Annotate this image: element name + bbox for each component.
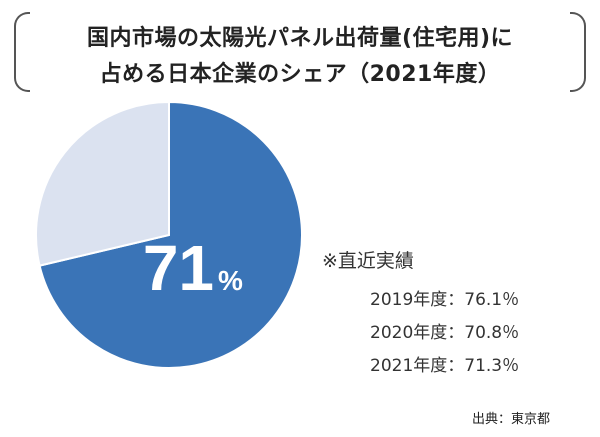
title-bracket-left — [14, 12, 30, 92]
pie-center-value: 71 — [143, 232, 214, 304]
note-heading: ※直近実績 — [322, 250, 414, 272]
title-line-2: 占める日本企業のシェア（2021年度） — [99, 62, 501, 87]
chart-title: 国内市場の太陽光パネル出荷量(住宅用)に 占める日本企業のシェア（2021年度） — [14, 8, 586, 92]
title-line-1: 国内市場の太陽光パネル出荷量(住宅用)に — [86, 26, 514, 51]
source-credit: 出典：東京都 — [472, 412, 551, 427]
note-row-2020: 2020年度：70.8％ — [370, 323, 520, 343]
pie-slice-0 — [38, 100, 303, 369]
pie-slices — [35, 100, 303, 369]
pie-center-unit: % — [218, 265, 243, 296]
note-row-2021: 2021年度：71.3％ — [370, 356, 520, 376]
pie-slice-1 — [35, 100, 170, 267]
note-row-2019: 2019年度：76.1％ — [370, 290, 520, 310]
